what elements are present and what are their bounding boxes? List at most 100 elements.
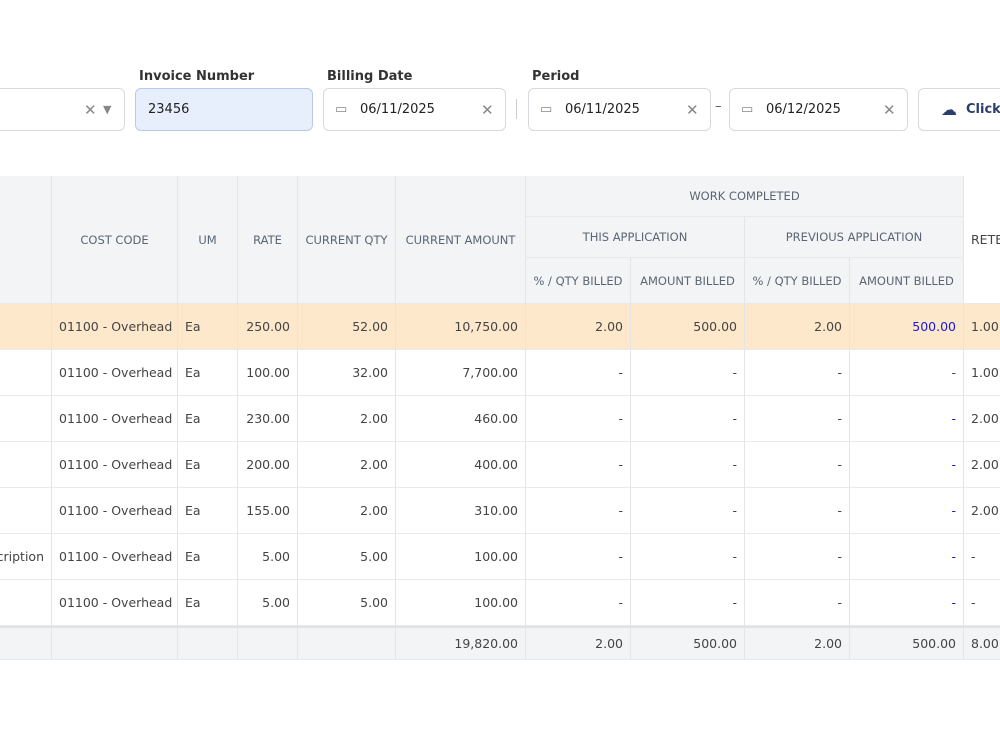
table-cell: - bbox=[850, 396, 964, 442]
field-label: Period bbox=[532, 69, 580, 84]
table-cell: 1.00 bbox=[964, 304, 1000, 350]
table-cell: - bbox=[745, 350, 850, 396]
totals-cell bbox=[178, 626, 238, 660]
totals-cell: 2.00 bbox=[526, 626, 631, 660]
date-value: 06/11/2025 bbox=[565, 102, 640, 117]
table-cell bbox=[0, 488, 52, 534]
date-value: 06/11/2025 bbox=[360, 102, 435, 117]
field-label: Billing Date bbox=[327, 69, 413, 84]
table-cell bbox=[0, 304, 52, 350]
header-cell: CURRENT QTY bbox=[298, 176, 396, 304]
table-cell bbox=[0, 580, 52, 626]
header-cell: COST CODE bbox=[52, 176, 178, 304]
table-cell: 1.00 bbox=[964, 350, 1000, 396]
table-cell: - bbox=[850, 488, 964, 534]
table-cell: 5.00 bbox=[238, 580, 298, 626]
table-cell: - bbox=[631, 396, 745, 442]
table-cell: Ea bbox=[178, 534, 238, 580]
totals-cell: 500.00 bbox=[631, 626, 745, 660]
table-cell: 500.00 bbox=[850, 304, 964, 350]
invoice-input[interactable]: 23456 bbox=[135, 88, 313, 131]
header-cell: % / QTY BILLED bbox=[526, 258, 631, 304]
table-cell: 2.00 bbox=[298, 396, 396, 442]
table-cell: - bbox=[745, 396, 850, 442]
date-input[interactable]: ▭ 06/11/2025 ✕ bbox=[323, 88, 506, 131]
upload-button[interactable]: ☁ Click bbox=[918, 88, 1000, 131]
field-label: Invoice Number bbox=[139, 69, 255, 84]
table-cell: - bbox=[631, 534, 745, 580]
table-cell: 01100 - Overhead bbox=[52, 580, 178, 626]
table-cell: 32.00 bbox=[298, 350, 396, 396]
table-cell: - bbox=[850, 580, 964, 626]
totals-cell: 8.00 bbox=[964, 626, 1000, 660]
table-cell: - bbox=[745, 442, 850, 488]
select-input[interactable]: ✕ ▼ bbox=[0, 88, 125, 131]
header-cell: AMOUNT BILLED bbox=[631, 258, 745, 304]
table-cell: - bbox=[526, 488, 631, 534]
totals-cell bbox=[52, 626, 178, 660]
table-cell: - bbox=[745, 534, 850, 580]
subgroup-header: PREVIOUS APPLICATION bbox=[745, 217, 964, 258]
date-input[interactable]: ▭ 06/12/2025 ✕ bbox=[729, 88, 908, 131]
table-cell: 01100 - Overhead bbox=[52, 396, 178, 442]
table-cell: - bbox=[964, 580, 1000, 626]
date-input[interactable]: ▭ 06/11/2025 ✕ bbox=[528, 88, 711, 131]
table-cell: - bbox=[850, 534, 964, 580]
totals-cell bbox=[0, 626, 52, 660]
table-cell: - bbox=[526, 442, 631, 488]
table-cell: 100.00 bbox=[238, 350, 298, 396]
table-cell bbox=[0, 442, 52, 488]
table-cell: - bbox=[526, 580, 631, 626]
table-cell: 01100 - Overhead bbox=[52, 304, 178, 350]
table-cell: Ea bbox=[178, 488, 238, 534]
table-cell: 2.00 bbox=[964, 442, 1000, 488]
totals-cell bbox=[238, 626, 298, 660]
header-cell: % / QTY BILLED bbox=[745, 258, 850, 304]
totals-cell: 500.00 bbox=[850, 626, 964, 660]
table-cell: 100.00 bbox=[396, 580, 526, 626]
table-cell: 155.00 bbox=[238, 488, 298, 534]
table-cell: 2.00 bbox=[745, 304, 850, 350]
table-cell: 7,700.00 bbox=[396, 350, 526, 396]
table-cell: - bbox=[631, 488, 745, 534]
separator: – bbox=[715, 99, 722, 114]
subgroup-header: THIS APPLICATION bbox=[526, 217, 745, 258]
table-cell: 100.00 bbox=[396, 534, 526, 580]
table-cell: 250.00 bbox=[238, 304, 298, 350]
header-cell: RATE bbox=[238, 176, 298, 304]
table-cell: - bbox=[850, 442, 964, 488]
table-cell: - bbox=[850, 350, 964, 396]
table-cell: 230.00 bbox=[238, 396, 298, 442]
header-cell: CURRENT AMOUNT bbox=[396, 176, 526, 304]
table-cell: - bbox=[631, 350, 745, 396]
table-cell: - bbox=[631, 442, 745, 488]
table-cell: 01100 - Overhead bbox=[52, 442, 178, 488]
table-cell: - bbox=[631, 580, 745, 626]
table-cell: 310.00 bbox=[396, 488, 526, 534]
divider bbox=[516, 99, 517, 119]
table-cell: 2.00 bbox=[298, 442, 396, 488]
table-cell: 52.00 bbox=[298, 304, 396, 350]
table-cell: 2.00 bbox=[298, 488, 396, 534]
table-cell: Ea bbox=[178, 580, 238, 626]
table-cell: 01100 - Overhead bbox=[52, 350, 178, 396]
table-cell: 2.00 bbox=[964, 396, 1000, 442]
table-cell: - bbox=[745, 580, 850, 626]
table-cell: - bbox=[526, 534, 631, 580]
table-cell: Ea bbox=[178, 396, 238, 442]
totals-cell bbox=[298, 626, 396, 660]
header-cell: AMOUNT BILLED bbox=[850, 258, 964, 304]
table-cell: 500.00 bbox=[631, 304, 745, 350]
table-cell: cription bbox=[0, 534, 52, 580]
group-header: WORK COMPLETED bbox=[526, 176, 964, 217]
table-cell: Ea bbox=[178, 442, 238, 488]
table-cell: - bbox=[964, 534, 1000, 580]
header-cell: RETE bbox=[964, 176, 1000, 304]
button-label: Click bbox=[966, 102, 1000, 117]
table-cell: 01100 - Overhead bbox=[52, 488, 178, 534]
table-cell bbox=[0, 350, 52, 396]
table-cell: Ea bbox=[178, 350, 238, 396]
table-cell: - bbox=[745, 488, 850, 534]
table-cell: 2.00 bbox=[526, 304, 631, 350]
